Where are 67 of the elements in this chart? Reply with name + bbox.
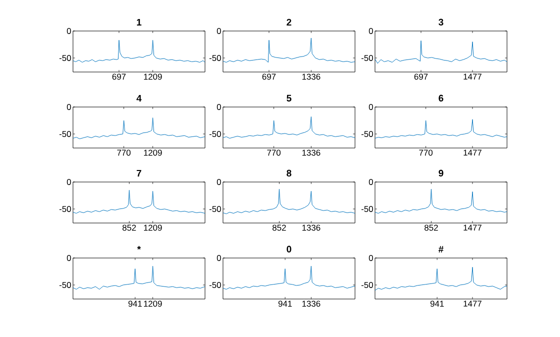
- chart-title: 6: [438, 94, 444, 102]
- x-tick-label: 770: [117, 150, 131, 156]
- x-tick-label: 697: [414, 74, 428, 80]
- y-tick-label: -50: [361, 54, 373, 61]
- y-tick-label: 0: [216, 255, 221, 261]
- x-tick-label: 1209: [144, 74, 162, 80]
- y-tick-label: 0: [66, 255, 71, 261]
- x-tick-label: 852: [122, 224, 136, 231]
- x-tick-label: 852: [424, 224, 438, 231]
- y-tick-label: -50: [209, 54, 221, 61]
- y-tick-label: -50: [59, 54, 71, 61]
- y-tick-label: 0: [66, 179, 71, 185]
- chart-title: 2: [286, 18, 292, 26]
- y-tick-label: 0: [216, 28, 221, 34]
- x-tick-label: 1477: [464, 74, 482, 80]
- line-series: [73, 190, 205, 214]
- x-tick-label: 1336: [302, 300, 320, 307]
- y-tick-label: -50: [361, 130, 373, 137]
- y-tick-label: 0: [368, 255, 373, 261]
- x-tick-label: 1209: [144, 224, 162, 231]
- y-tick-label: -50: [361, 206, 373, 212]
- chart-title: 0: [286, 246, 292, 253]
- line-series: [223, 116, 355, 139]
- y-tick-label: 0: [368, 28, 373, 34]
- chart-title: 1: [136, 18, 142, 26]
- y-tick-label: -50: [59, 282, 71, 288]
- line-series: [73, 40, 205, 63]
- x-tick-label: 1209: [144, 150, 162, 156]
- chart-title: #: [438, 246, 444, 253]
- y-tick-label: 0: [216, 179, 221, 185]
- x-tick-label: 1336: [302, 150, 320, 156]
- y-tick-label: -50: [209, 206, 221, 212]
- y-tick-label: -50: [209, 130, 221, 137]
- x-tick-label: 1477: [464, 224, 482, 231]
- x-tick-label: 852: [272, 224, 286, 231]
- line-series: [223, 188, 355, 214]
- x-tick-label: 941: [128, 300, 142, 307]
- y-tick-label: 0: [368, 179, 373, 185]
- chart-title: 9: [438, 170, 444, 177]
- x-tick-label: 697: [262, 74, 276, 80]
- y-tick-label: 0: [66, 104, 71, 110]
- x-tick-label: 1336: [302, 74, 320, 80]
- x-tick-label: 770: [419, 150, 433, 156]
- line-series: [73, 118, 205, 140]
- x-tick-label: 941: [278, 300, 292, 307]
- x-tick-label: 697: [112, 74, 126, 80]
- y-tick-label: -50: [361, 282, 373, 288]
- chart-title: *: [137, 246, 141, 250]
- x-tick-label: 1477: [464, 150, 482, 156]
- y-tick-label: 0: [368, 104, 373, 110]
- line-series: [375, 119, 508, 139]
- y-tick-label: 0: [66, 28, 71, 34]
- chart-title: 5: [286, 94, 292, 102]
- chart-title: 8: [286, 170, 292, 177]
- chart-title: 4: [136, 94, 142, 102]
- chart-title: 7: [136, 170, 142, 177]
- x-tick-label: 770: [267, 150, 281, 156]
- y-tick-label: -50: [59, 206, 71, 212]
- y-tick-label: 0: [216, 104, 221, 110]
- line-series: [375, 266, 508, 291]
- x-tick-label: 1209: [144, 300, 162, 307]
- y-tick-label: -50: [209, 282, 221, 288]
- chart-title: 3: [438, 18, 444, 26]
- x-tick-label: 1477: [464, 300, 482, 307]
- x-tick-label: 1336: [302, 224, 320, 231]
- x-tick-label: 941: [430, 300, 444, 307]
- y-tick-label: -50: [59, 130, 71, 137]
